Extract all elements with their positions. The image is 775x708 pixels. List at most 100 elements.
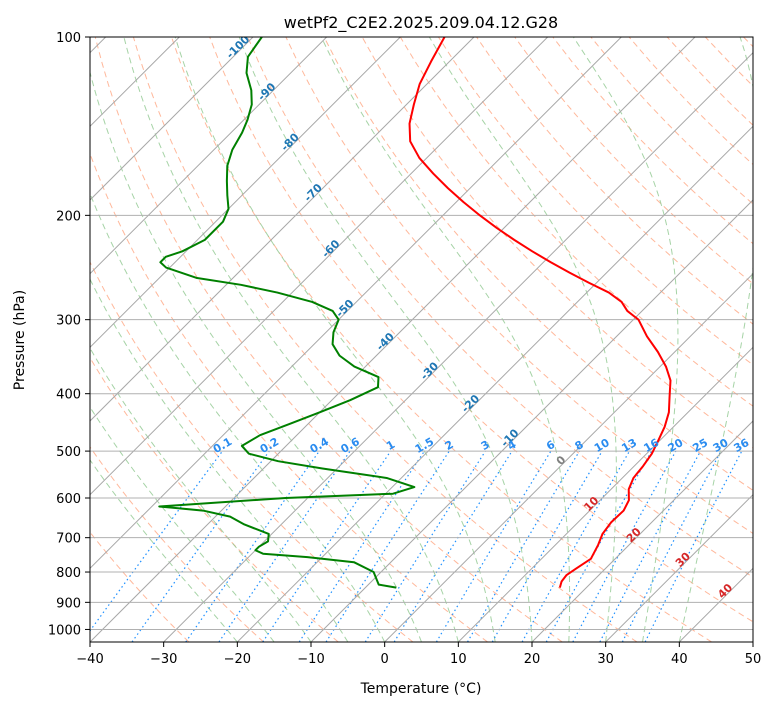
temperature-profile xyxy=(408,37,672,588)
mixing-ratio-label: 0.4 xyxy=(308,435,332,456)
mixing-ratio-line xyxy=(599,450,702,642)
mixing-ratio-line xyxy=(435,450,552,642)
moist-adiabat xyxy=(123,37,459,642)
mixing-ratio-label: 20 xyxy=(666,436,686,455)
y-tick-label: 100 xyxy=(56,31,81,46)
moist-adiabat xyxy=(90,406,275,642)
moist-adiabat xyxy=(238,37,533,642)
isotherm-label: -80 xyxy=(279,130,302,153)
dry-adiabat xyxy=(132,37,638,642)
moist-adiabat xyxy=(90,70,422,642)
mixing-ratio-label: 0.1 xyxy=(211,435,234,456)
mixing-ratio-line xyxy=(218,450,351,642)
isotherm-line xyxy=(310,199,753,642)
isotherm-line xyxy=(384,272,753,642)
mixing-ratio-line xyxy=(185,450,320,642)
isotherm-label: -70 xyxy=(302,181,325,204)
y-tick-label: 700 xyxy=(56,532,81,547)
moist-adiabat xyxy=(320,37,571,642)
dry-adiabat xyxy=(743,37,753,48)
dry-adiabat xyxy=(171,37,713,642)
moist-adiabats xyxy=(90,37,753,642)
plot-frame xyxy=(89,36,754,643)
moist-adiabat xyxy=(90,347,312,642)
dry-adiabat xyxy=(90,356,339,642)
dewpoint-profile xyxy=(158,37,416,589)
mixing-ratio-line xyxy=(644,450,743,642)
mixing-ratio-line xyxy=(466,450,580,642)
isotherm-label-warm: 40 xyxy=(715,581,735,601)
isotherm-line xyxy=(90,37,401,349)
y-tick-label: 900 xyxy=(56,596,81,611)
isotherm-line xyxy=(90,37,328,275)
y-axis-title: Pressure (hPa) xyxy=(12,290,28,390)
isotherm-line xyxy=(90,37,475,422)
isotherm-line xyxy=(236,125,753,642)
x-tick-label: −20 xyxy=(224,652,251,667)
isotherm-line xyxy=(752,641,753,642)
dry-adiabat xyxy=(514,37,753,285)
inline-labels: -100-90-80-70-60-50-40-30-20-10010203040… xyxy=(211,37,752,601)
chart-title: wetPf2_C2E2.2025.209.04.12.G28 xyxy=(284,13,558,33)
dry-adiabats xyxy=(90,37,753,642)
moist-adiabat xyxy=(572,37,679,642)
x-axis: −40 −30 −20 −10 0 10 20 30 40 50 xyxy=(76,642,761,667)
x-tick-label: −40 xyxy=(76,652,103,667)
isotherm-line xyxy=(163,51,753,642)
isotherm-label-warm: 10 xyxy=(581,494,601,514)
mixing-ratio-line xyxy=(521,450,631,642)
isotherm-label-warm: 30 xyxy=(673,549,693,569)
isotherm-line xyxy=(678,567,753,642)
dry-adiabat xyxy=(247,37,753,578)
dry-adiabat xyxy=(90,152,488,642)
mixing-ratio-label: 10 xyxy=(592,436,612,455)
mixing-ratio-line xyxy=(364,450,486,642)
moist-adiabat xyxy=(90,278,349,642)
moist-adiabat xyxy=(90,459,238,642)
isobars xyxy=(90,37,753,630)
x-tick-label: 30 xyxy=(597,652,614,667)
x-axis-title: Temperature (°C) xyxy=(360,681,482,697)
mixing-ratio-label: 36 xyxy=(732,436,752,455)
moist-adiabat xyxy=(428,37,617,642)
x-tick-label: −30 xyxy=(150,652,177,667)
isotherm-line xyxy=(605,493,753,642)
y-tick-label: 1000 xyxy=(48,623,81,638)
y-tick-label: 300 xyxy=(56,314,81,329)
dry-adiabat xyxy=(285,37,753,535)
mixing-ratio-line xyxy=(545,450,653,642)
mixing-ratio-label: 25 xyxy=(690,436,710,455)
mixing-ratio-line xyxy=(90,450,223,632)
mixing-ratio-lines xyxy=(90,450,743,642)
y-tick-label: 500 xyxy=(56,445,81,460)
y-tick-label: 200 xyxy=(56,209,81,224)
x-tick-label: 0 xyxy=(381,652,389,667)
plot-area: -100-90-80-70-60-50-40-30-20-10010203040… xyxy=(90,37,753,642)
mixing-ratio-label: 30 xyxy=(711,436,731,455)
x-tick-label: 10 xyxy=(450,652,467,667)
isotherm-line xyxy=(457,346,753,642)
isotherm-line xyxy=(90,37,696,642)
dry-adiabat xyxy=(704,37,753,87)
y-tick-label: 600 xyxy=(56,492,81,507)
dry-adiabat xyxy=(438,37,753,366)
dry-adiabat xyxy=(476,37,753,325)
x-tick-label: 20 xyxy=(524,652,541,667)
mixing-ratio-line xyxy=(325,450,450,642)
mixing-ratio-line xyxy=(298,450,425,642)
mixing-ratio-label: 0.2 xyxy=(258,435,281,456)
mixing-ratio-label: 13 xyxy=(619,436,639,455)
isotherm-label: -20 xyxy=(459,392,482,415)
mixing-ratio-label: 0.6 xyxy=(338,435,362,456)
x-tick-label: 50 xyxy=(745,652,762,667)
isotherm-line xyxy=(90,37,622,570)
dry-adiabat xyxy=(209,37,753,623)
mixing-ratio-line xyxy=(393,450,513,642)
x-tick-label: −10 xyxy=(297,652,324,667)
isotherm-line xyxy=(90,37,549,496)
isotherm-line xyxy=(90,37,254,201)
moist-adiabat xyxy=(678,37,753,642)
dry-adiabat xyxy=(90,446,264,642)
isotherm-label-warm: 20 xyxy=(624,525,644,545)
